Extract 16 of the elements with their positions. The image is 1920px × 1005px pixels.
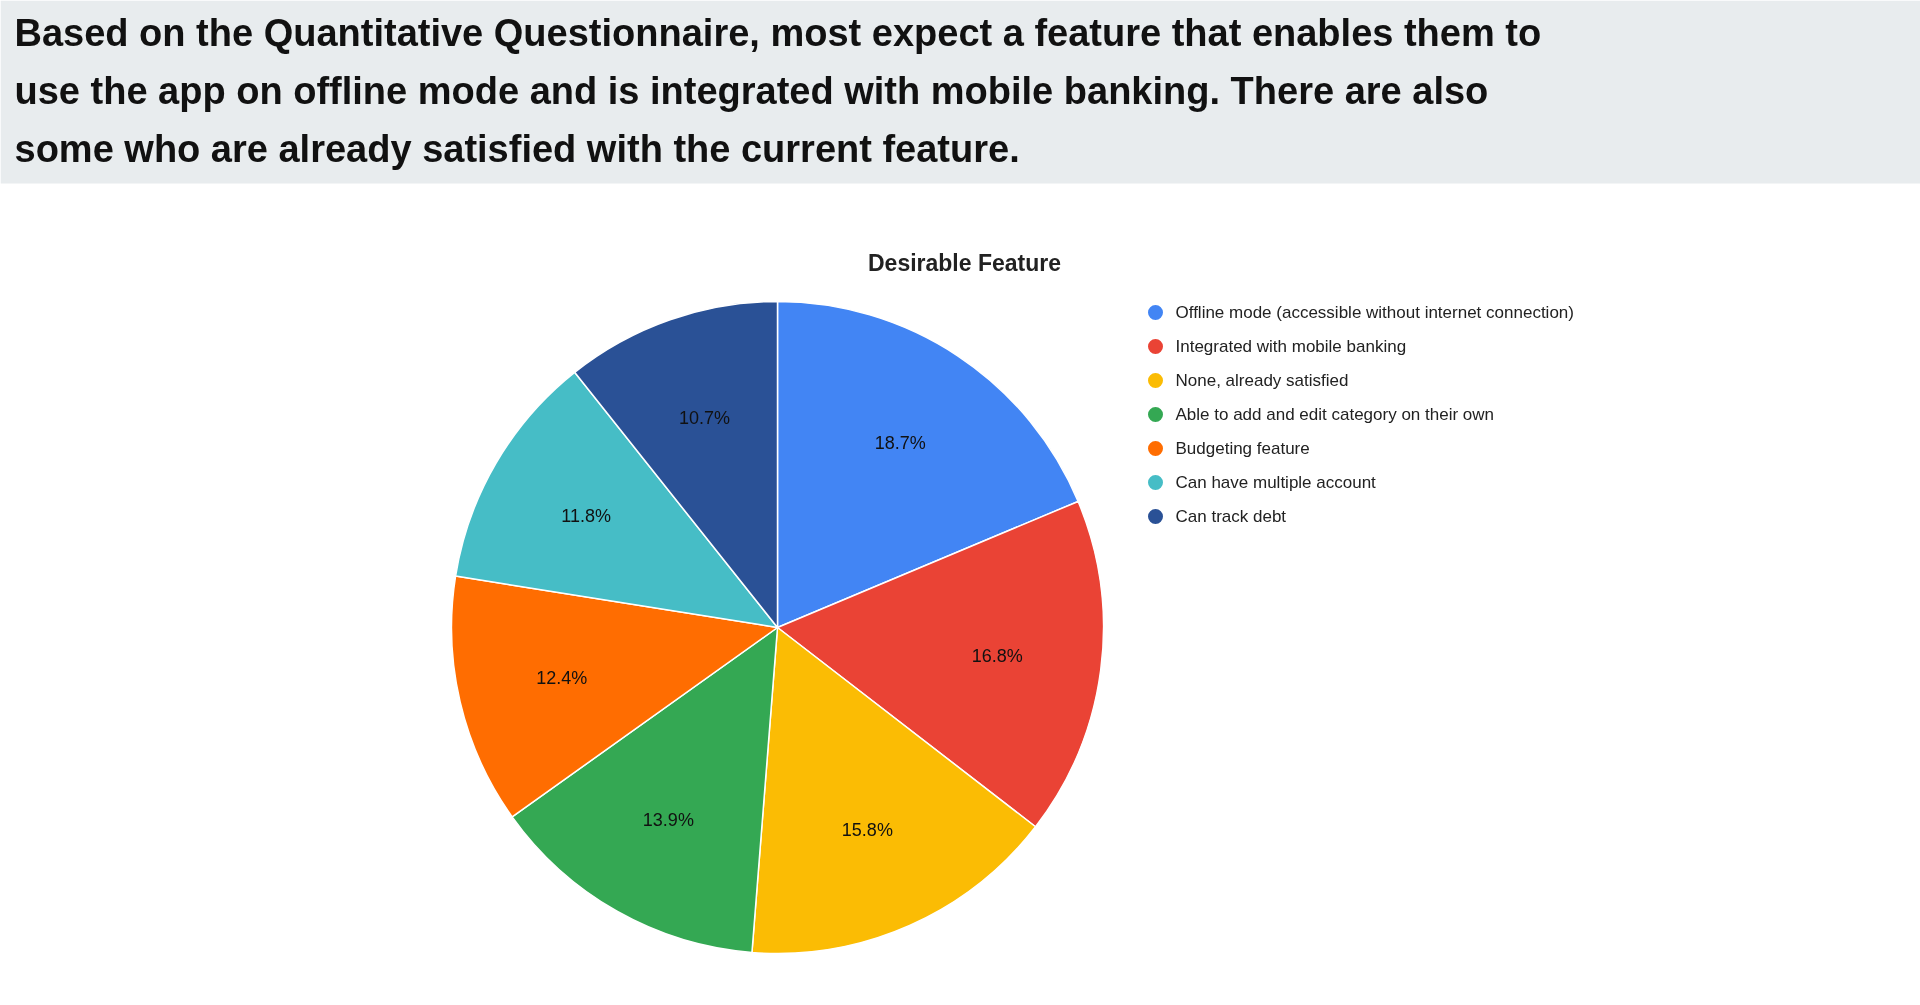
legend-label: Can track debt [1175,507,1287,526]
data-label: 12.4% [536,668,588,689]
legend-label: None, already satisfied [1175,371,1349,390]
legend-label: Can have multiple account [1175,473,1377,492]
text: Based on the Quantitative Questionnaire, most expect a feature that enables them to use the app on offline mode and is integrated with mobile banking. There are also some who are already satisfied with the current feature. [14,11,1542,170]
data-label: 15.8% [841,820,893,841]
legend-label: Able to add and edit category on their own [1175,405,1494,424]
legend-label: Integrated with mobile banking [1175,337,1407,356]
data-label: 18.7% [874,432,926,453]
legend-label: Budgeting feature [1175,439,1310,458]
data-label: 16.8% [971,646,1023,667]
data-label: 10.7% [678,408,730,429]
data-label: 11.8% [561,505,611,526]
data-label: 13.9% [642,810,694,831]
legend-label: Offline mode (accessible without internet connection) [1175,303,1574,322]
chart-title: Desirable Feature [867,249,1062,276]
